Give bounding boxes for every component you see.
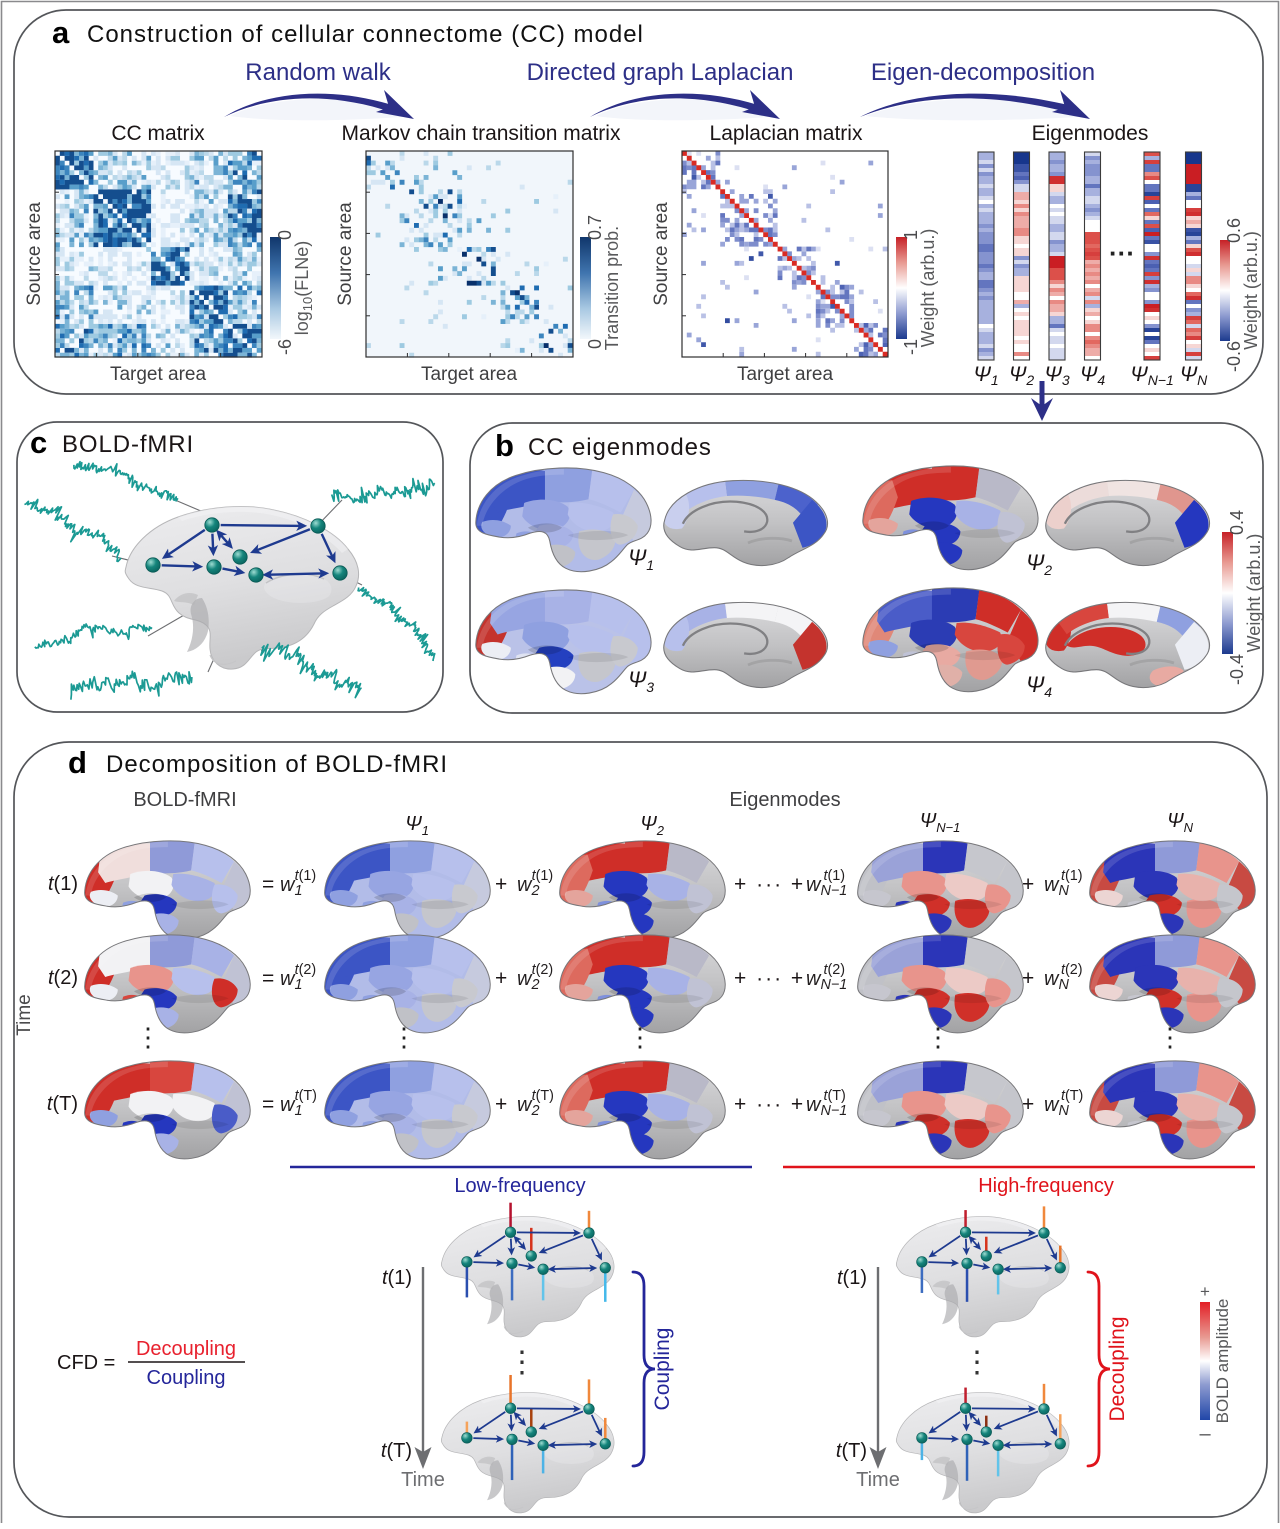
svg-text:High-frequency: High-frequency — [978, 1175, 1114, 1197]
svg-text:Transition prob.: Transition prob. — [602, 226, 622, 350]
svg-text:0: 0 — [275, 230, 295, 240]
svg-text:wNt(1): wNt(1) — [1044, 868, 1083, 899]
svg-text:+: + — [1200, 1282, 1210, 1301]
svg-text:Decomposition of BOLD-fMRI: Decomposition of BOLD-fMRI — [106, 751, 448, 778]
svg-text:+ ··· +: + ··· + — [734, 967, 805, 990]
svg-text:Ψ2: Ψ2 — [640, 813, 665, 838]
svg-text:0.6: 0.6 — [1224, 218, 1244, 243]
svg-text:w2t(2): w2t(2) — [517, 962, 553, 993]
svg-text:BOLD-fMRI: BOLD-fMRI — [133, 789, 236, 811]
svg-text:⋮: ⋮ — [507, 1346, 537, 1379]
svg-text:wNt(2): wNt(2) — [1044, 962, 1083, 993]
svg-text:BOLD amplitude: BOLD amplitude — [1213, 1299, 1232, 1424]
svg-text:Source area: Source area — [335, 202, 356, 306]
svg-text:Time: Time — [856, 1469, 900, 1491]
svg-text:Time: Time — [14, 994, 35, 1036]
svg-text:Coupling: Coupling — [651, 1328, 674, 1411]
svg-text:-1: -1 — [901, 339, 921, 355]
svg-text:···: ··· — [1109, 238, 1135, 268]
svg-text:0.7: 0.7 — [585, 215, 605, 240]
svg-text:-6: -6 — [275, 339, 295, 355]
svg-text:t(T): t(T) — [381, 1440, 412, 1462]
svg-text:Low-frequency: Low-frequency — [454, 1175, 585, 1197]
svg-text:-0.4: -0.4 — [1227, 654, 1247, 685]
svg-text:Source area: Source area — [651, 202, 672, 306]
svg-text:wN−1t(2): wN−1t(2) — [806, 962, 847, 993]
svg-text:wN−1t(T): wN−1t(T) — [806, 1088, 847, 1119]
svg-text:w2t(1): w2t(1) — [517, 868, 553, 899]
svg-text:Construction of cellular conne: Construction of cellular connectome (CC)… — [87, 21, 644, 48]
svg-text:Decoupling: Decoupling — [1106, 1316, 1129, 1421]
svg-text:CC matrix: CC matrix — [111, 122, 205, 145]
svg-text:=: = — [262, 873, 274, 896]
svg-text:log10(FLNe): log10(FLNe) — [292, 241, 315, 336]
svg-text:Eigen-decomposition: Eigen-decomposition — [871, 59, 1095, 86]
svg-text:+ ··· +: + ··· + — [734, 873, 805, 896]
svg-text:t(2): t(2) — [48, 967, 78, 989]
svg-text:a: a — [52, 15, 70, 50]
svg-text:wN−1t(1): wN−1t(1) — [806, 868, 847, 899]
svg-text:Target area: Target area — [737, 364, 834, 385]
svg-text:Eigenmodes: Eigenmodes — [729, 789, 840, 811]
svg-text:+: + — [1022, 1093, 1034, 1116]
svg-text:wNt(T): wNt(T) — [1044, 1088, 1083, 1119]
svg-text:b: b — [495, 428, 514, 463]
svg-text:t(T): t(T) — [836, 1440, 867, 1462]
svg-text:Random walk: Random walk — [245, 59, 391, 86]
svg-text:+ ··· +: + ··· + — [734, 1093, 805, 1116]
svg-text:Weight (arb.u.): Weight (arb.u.) — [918, 229, 938, 348]
svg-text:⋮: ⋮ — [962, 1346, 992, 1379]
svg-text:Weight (arb.u.): Weight (arb.u.) — [1244, 534, 1264, 653]
svg-text:Target area: Target area — [421, 364, 518, 385]
svg-text:d: d — [68, 745, 87, 780]
svg-text:Weight (arb.u.): Weight (arb.u.) — [1241, 231, 1261, 350]
svg-text:1: 1 — [901, 230, 921, 240]
svg-text:w1t(1): w1t(1) — [280, 868, 316, 899]
svg-text:Target area: Target area — [110, 364, 207, 385]
svg-text:Decoupling: Decoupling — [136, 1338, 236, 1360]
svg-text:0: 0 — [585, 339, 605, 349]
svg-text:t(1): t(1) — [382, 1267, 412, 1289]
svg-text:⋮: ⋮ — [627, 1022, 653, 1052]
svg-text:=: = — [262, 1093, 274, 1116]
svg-text:⋮: ⋮ — [925, 1022, 951, 1052]
svg-text:+: + — [495, 1093, 507, 1116]
svg-text:⋮: ⋮ — [391, 1022, 417, 1052]
svg-text:CC eigenmodes: CC eigenmodes — [528, 434, 712, 461]
svg-text:w1t(T): w1t(T) — [280, 1088, 317, 1119]
svg-text:⋮: ⋮ — [135, 1022, 161, 1052]
svg-text:Coupling: Coupling — [147, 1367, 226, 1389]
svg-text:Directed graph Laplacian: Directed graph Laplacian — [527, 59, 794, 86]
svg-text:0.4: 0.4 — [1227, 510, 1247, 535]
svg-text:⋮: ⋮ — [1157, 1022, 1183, 1052]
svg-text:CFD =: CFD = — [57, 1352, 115, 1374]
svg-text:Time: Time — [401, 1469, 445, 1491]
svg-text:+: + — [1022, 967, 1034, 990]
svg-text:Source area: Source area — [24, 202, 45, 306]
svg-text:=: = — [262, 967, 274, 990]
svg-text:Laplacian matrix: Laplacian matrix — [710, 122, 863, 145]
svg-text:BOLD-fMRI: BOLD-fMRI — [62, 431, 194, 458]
svg-text:c: c — [30, 425, 47, 460]
svg-text:Eigenmodes: Eigenmodes — [1032, 122, 1149, 145]
svg-text:–: – — [1199, 1423, 1211, 1445]
svg-text:Markov chain transition matrix: Markov chain transition matrix — [342, 122, 621, 145]
svg-text:w1t(2): w1t(2) — [280, 962, 316, 993]
svg-text:+: + — [495, 873, 507, 896]
svg-text:t(1): t(1) — [48, 873, 78, 895]
svg-text:t(1): t(1) — [837, 1267, 867, 1289]
svg-text:+: + — [495, 967, 507, 990]
svg-text:w2t(T): w2t(T) — [517, 1088, 554, 1119]
svg-text:t(T): t(T) — [47, 1093, 78, 1115]
svg-text:-0.6: -0.6 — [1224, 341, 1244, 372]
svg-text:+: + — [1022, 873, 1034, 896]
